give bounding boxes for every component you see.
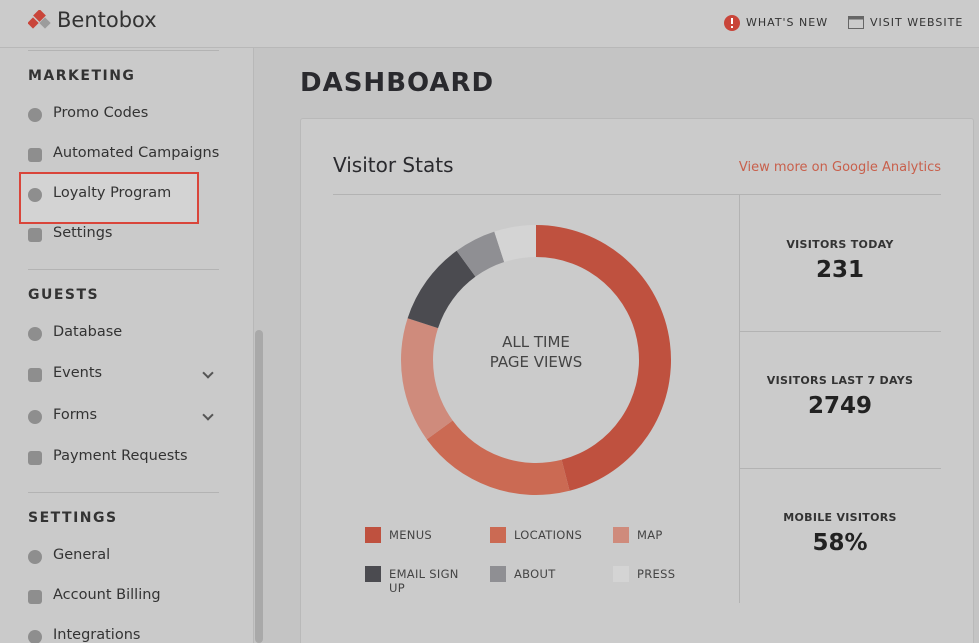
nav-icon <box>28 188 42 202</box>
nav-item[interactable]: Promo Codes <box>53 105 149 121</box>
top-bar <box>0 0 979 48</box>
nav-icon <box>28 451 42 465</box>
legend-label: PRESS <box>637 567 676 581</box>
divider <box>740 468 941 469</box>
legend-swatch <box>490 566 506 582</box>
whats-new-icon <box>724 15 740 31</box>
nav-icon <box>28 148 42 162</box>
divider <box>28 50 219 51</box>
nav-item[interactable]: Forms <box>53 407 98 423</box>
donut-segment <box>426 420 570 495</box>
card-title: Visitor Stats <box>333 153 454 177</box>
donut-segment <box>456 231 505 277</box>
legend-label: EMAIL SIGN UP <box>389 567 459 595</box>
nav-icon <box>28 550 42 564</box>
stat-label: VISITORS LAST 7 DAYS <box>766 374 914 387</box>
legend-swatch <box>365 566 381 582</box>
donut-segment <box>407 250 476 329</box>
legend-swatch <box>613 527 629 543</box>
scrollbar <box>255 330 263 643</box>
brand[interactable]: Bentobox <box>57 8 157 32</box>
stat-value: 231 <box>815 257 865 283</box>
nav-item[interactable]: Database <box>53 324 123 340</box>
donut-segment <box>401 318 453 440</box>
nav-item[interactable]: Settings <box>53 225 113 241</box>
nav-icon <box>28 228 42 242</box>
donut-segment <box>494 225 536 263</box>
sidebar <box>0 48 254 643</box>
stat-value: 58% <box>812 530 868 556</box>
nav-icon <box>28 630 42 643</box>
nav-icon <box>28 108 42 122</box>
nav-item[interactable]: Automated Campaigns <box>53 145 220 161</box>
divider <box>739 194 740 603</box>
nav-item[interactable]: Loyalty Program <box>53 185 172 201</box>
legend-label: MENUS <box>389 528 433 542</box>
logo-icon <box>28 10 51 29</box>
stat-label: VISITORS TODAY <box>786 238 894 251</box>
analytics-link[interactable]: View more on Google Analytics <box>738 160 941 175</box>
divider <box>333 194 941 195</box>
section-title: MARKETING <box>28 68 136 84</box>
visit-website-link[interactable]: VISIT WEBSITE <box>870 16 964 29</box>
divider <box>28 269 219 270</box>
whats-new-link[interactable]: WHAT'S NEW <box>746 16 829 29</box>
nav-icon <box>28 590 42 604</box>
nav-item[interactable]: Integrations <box>53 627 141 643</box>
highlight-box <box>19 172 199 224</box>
donut-center-label: ALL TIME PAGE VIEWS <box>489 333 583 371</box>
nav-item[interactable]: Events <box>53 365 103 381</box>
section-title: SETTINGS <box>28 510 118 526</box>
nav-icon <box>28 368 42 382</box>
page-title: DASHBOARD <box>300 68 495 98</box>
legend-label: ABOUT <box>514 567 556 581</box>
legend-swatch <box>613 566 629 582</box>
website-icon <box>848 16 864 29</box>
stat-value: 2749 <box>807 393 873 419</box>
divider <box>740 331 941 332</box>
legend-label: MAP <box>637 528 663 542</box>
nav-item[interactable]: Account Billing <box>53 587 161 603</box>
legend-label: LOCATIONS <box>514 528 583 542</box>
nav-item[interactable]: General <box>53 547 111 563</box>
donut-segment <box>536 225 672 491</box>
nav-icon <box>28 410 42 424</box>
section-title: GUESTS <box>28 287 100 303</box>
divider <box>28 492 219 493</box>
nav-item[interactable]: Payment Requests <box>53 448 188 464</box>
nav-icon <box>28 327 42 341</box>
stat-label: MOBILE VISITORS <box>783 511 897 524</box>
legend-swatch <box>490 527 506 543</box>
legend-swatch <box>365 527 381 543</box>
